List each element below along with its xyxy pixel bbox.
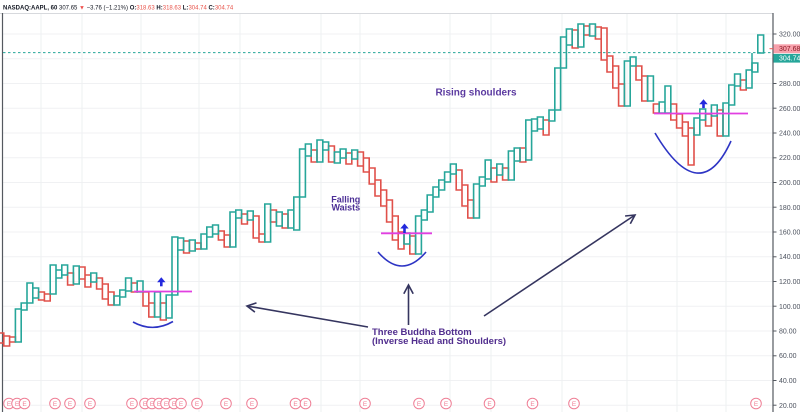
svg-text:180.00: 180.00 (779, 205, 800, 212)
svg-text:E: E (157, 401, 162, 408)
svg-text:Waists: Waists (331, 203, 360, 213)
svg-text:80.00: 80.00 (779, 329, 797, 336)
svg-text:E: E (7, 401, 12, 408)
svg-text:E: E (164, 401, 169, 408)
svg-text:140.00: 140.00 (779, 254, 800, 261)
svg-text:E: E (487, 401, 492, 408)
svg-text:NASDAQ:AAPL, 60 307.65 ▼ −3.76: NASDAQ:AAPL, 60 307.65 ▼ −3.76 (−1.21%) … (3, 6, 234, 12)
svg-text:E: E (68, 401, 73, 408)
svg-text:E: E (293, 401, 298, 408)
svg-text:E: E (417, 401, 422, 408)
svg-text:E: E (53, 401, 58, 408)
svg-text:E: E (143, 401, 148, 408)
svg-text:E: E (179, 401, 184, 408)
svg-text:60.00: 60.00 (779, 353, 797, 360)
svg-text:E: E (88, 401, 93, 408)
svg-text:Falling: Falling (331, 195, 360, 205)
svg-text:E: E (195, 401, 200, 408)
svg-text:320.00: 320.00 (779, 32, 800, 39)
svg-text:E: E (150, 401, 155, 408)
svg-text:E: E (130, 401, 135, 408)
svg-text:260.00: 260.00 (779, 106, 800, 113)
svg-text:280.00: 280.00 (779, 81, 800, 88)
svg-text:160.00: 160.00 (779, 230, 800, 237)
svg-text:120.00: 120.00 (779, 279, 800, 286)
svg-text:E: E (363, 401, 368, 408)
svg-text:E: E (15, 401, 20, 408)
svg-text:40.00: 40.00 (779, 378, 797, 385)
svg-text:E: E (172, 401, 177, 408)
svg-text:200.00: 200.00 (779, 180, 800, 187)
svg-text:E: E (224, 401, 229, 408)
svg-text:Rising shoulders: Rising shoulders (435, 88, 517, 99)
svg-text:E: E (572, 401, 577, 408)
svg-text:304.74: 304.74 (779, 56, 800, 63)
svg-text:(Inverse Head and Shoulders): (Inverse Head and Shoulders) (372, 336, 506, 347)
svg-text:E: E (444, 401, 449, 408)
svg-text:240.00: 240.00 (779, 131, 800, 138)
svg-text:20.00: 20.00 (779, 403, 797, 410)
svg-text:E: E (530, 401, 535, 408)
svg-text:E: E (303, 401, 308, 408)
svg-text:E: E (250, 401, 255, 408)
svg-text:E: E (754, 401, 759, 408)
svg-text:307.68: 307.68 (779, 46, 800, 53)
svg-text:100.00: 100.00 (779, 304, 800, 311)
svg-text:220.00: 220.00 (779, 155, 800, 162)
svg-text:Three Buddha Bottom: Three Buddha Bottom (372, 327, 472, 338)
svg-text:E: E (22, 401, 27, 408)
